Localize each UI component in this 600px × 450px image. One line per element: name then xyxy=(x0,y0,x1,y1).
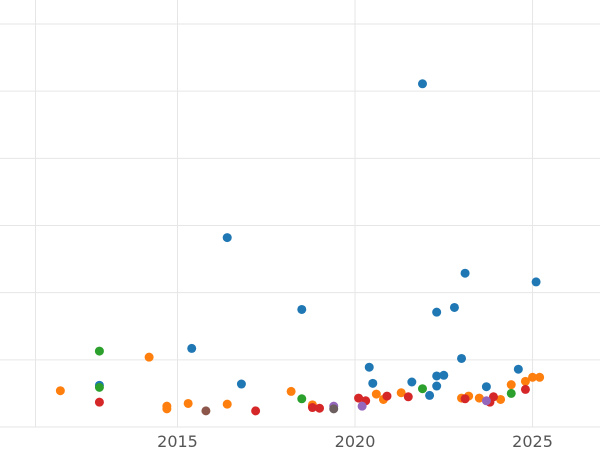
data-point xyxy=(162,404,172,414)
data-point xyxy=(407,377,417,387)
data-point xyxy=(222,233,232,243)
data-point xyxy=(481,396,491,406)
data-point xyxy=(144,352,154,362)
data-point xyxy=(488,392,498,402)
x-axis-ticks: 2015 2020 2025 xyxy=(157,432,553,450)
data-point xyxy=(371,389,381,399)
data-point xyxy=(297,304,307,314)
data-point xyxy=(329,404,339,414)
data-point xyxy=(417,384,427,394)
data-point xyxy=(94,382,104,392)
data-point xyxy=(432,381,442,391)
data-point xyxy=(94,397,104,407)
data-point xyxy=(496,394,506,404)
data-point xyxy=(520,384,530,394)
data-point xyxy=(368,378,378,388)
data-point xyxy=(357,401,367,411)
data-point xyxy=(55,386,65,396)
data-point xyxy=(364,362,374,372)
data-point xyxy=(187,343,197,353)
data-point xyxy=(513,364,523,374)
data-point xyxy=(460,394,470,404)
data-point xyxy=(286,386,296,396)
data-point xyxy=(307,403,317,413)
data-points xyxy=(55,79,545,416)
data-point xyxy=(297,394,307,404)
data-point xyxy=(457,353,467,363)
data-point xyxy=(432,371,442,381)
data-point xyxy=(531,277,541,287)
x-tick-label: 2025 xyxy=(512,432,553,450)
data-point xyxy=(354,393,364,403)
data-point xyxy=(183,398,193,408)
data-point xyxy=(506,388,516,398)
x-tick-label: 2015 xyxy=(157,432,198,450)
data-point xyxy=(201,406,211,416)
x-tick-label: 2020 xyxy=(335,432,376,450)
data-point xyxy=(222,399,232,409)
data-point xyxy=(236,379,246,389)
data-point xyxy=(506,380,516,390)
data-point xyxy=(520,376,530,386)
grid xyxy=(0,0,600,428)
data-point xyxy=(528,372,538,382)
data-point xyxy=(425,390,435,400)
data-point xyxy=(449,302,459,312)
data-point xyxy=(94,346,104,356)
data-point xyxy=(439,370,449,380)
data-point xyxy=(417,79,427,89)
data-point xyxy=(432,307,442,317)
data-point xyxy=(315,403,325,413)
data-point xyxy=(396,388,406,398)
data-point xyxy=(481,382,491,392)
data-point xyxy=(460,268,470,278)
data-point xyxy=(251,406,261,416)
data-point xyxy=(382,391,392,401)
data-point xyxy=(535,372,545,382)
data-point xyxy=(474,393,484,403)
data-point xyxy=(403,392,413,402)
